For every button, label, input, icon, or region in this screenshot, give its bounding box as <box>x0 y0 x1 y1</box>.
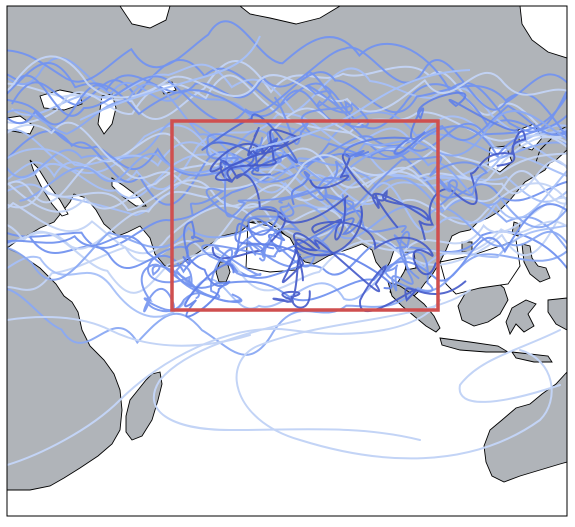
trajectory-line <box>7 224 567 318</box>
trajectory-line <box>79 35 261 121</box>
trajectory-line <box>205 96 309 171</box>
trajectory-line <box>7 55 567 113</box>
trajectory-line <box>7 154 567 212</box>
trajectory-line <box>309 153 430 229</box>
land-java <box>439 337 510 353</box>
trajectory-line <box>418 130 527 241</box>
trajectory-line <box>7 204 567 281</box>
trajectory-line <box>7 20 567 133</box>
trajectory-line <box>7 121 567 195</box>
trajectory-line <box>272 205 363 309</box>
trajectory-line <box>224 206 393 290</box>
trajectory-line <box>7 71 567 139</box>
trajectory-line <box>293 232 467 313</box>
land-sulawesi <box>505 299 537 336</box>
trajectory-line <box>7 110 567 183</box>
trajectory-line <box>214 127 302 182</box>
trajectory-line <box>246 160 355 268</box>
trajectory-line <box>7 104 567 206</box>
trajectory-line <box>7 149 567 249</box>
trajectory-line <box>189 187 316 268</box>
trajectory-line <box>300 71 370 133</box>
trajectory-line <box>7 62 567 158</box>
trajectory-line <box>278 195 437 276</box>
study-region-box <box>170 119 440 312</box>
trajectory-line <box>249 69 471 151</box>
map-frame <box>6 5 568 517</box>
trajectory-line <box>182 220 235 318</box>
trajectory-line <box>343 91 519 158</box>
trajectory-line <box>147 245 243 304</box>
trajectory-line <box>7 316 251 347</box>
land-australia <box>483 371 567 483</box>
trajectory-line <box>383 231 434 293</box>
trajectory-line <box>458 329 561 403</box>
land-new-guinea <box>547 297 567 331</box>
trajectory-line <box>7 203 567 302</box>
trajectory-line <box>7 201 567 255</box>
trajectory-line <box>235 289 553 460</box>
trajectory-line <box>341 155 489 211</box>
trajectory-line <box>19 110 567 202</box>
trajectory-line <box>222 136 407 233</box>
red-sea <box>29 159 69 217</box>
sea-of-okhotsk <box>519 6 567 59</box>
arctic-coast-water <box>119 6 171 29</box>
arctic-bay-water <box>239 6 341 25</box>
trajectory-layer <box>7 20 567 466</box>
land-madagascar <box>125 371 163 441</box>
trajectory-line <box>140 263 242 313</box>
land-philippines <box>521 243 551 283</box>
